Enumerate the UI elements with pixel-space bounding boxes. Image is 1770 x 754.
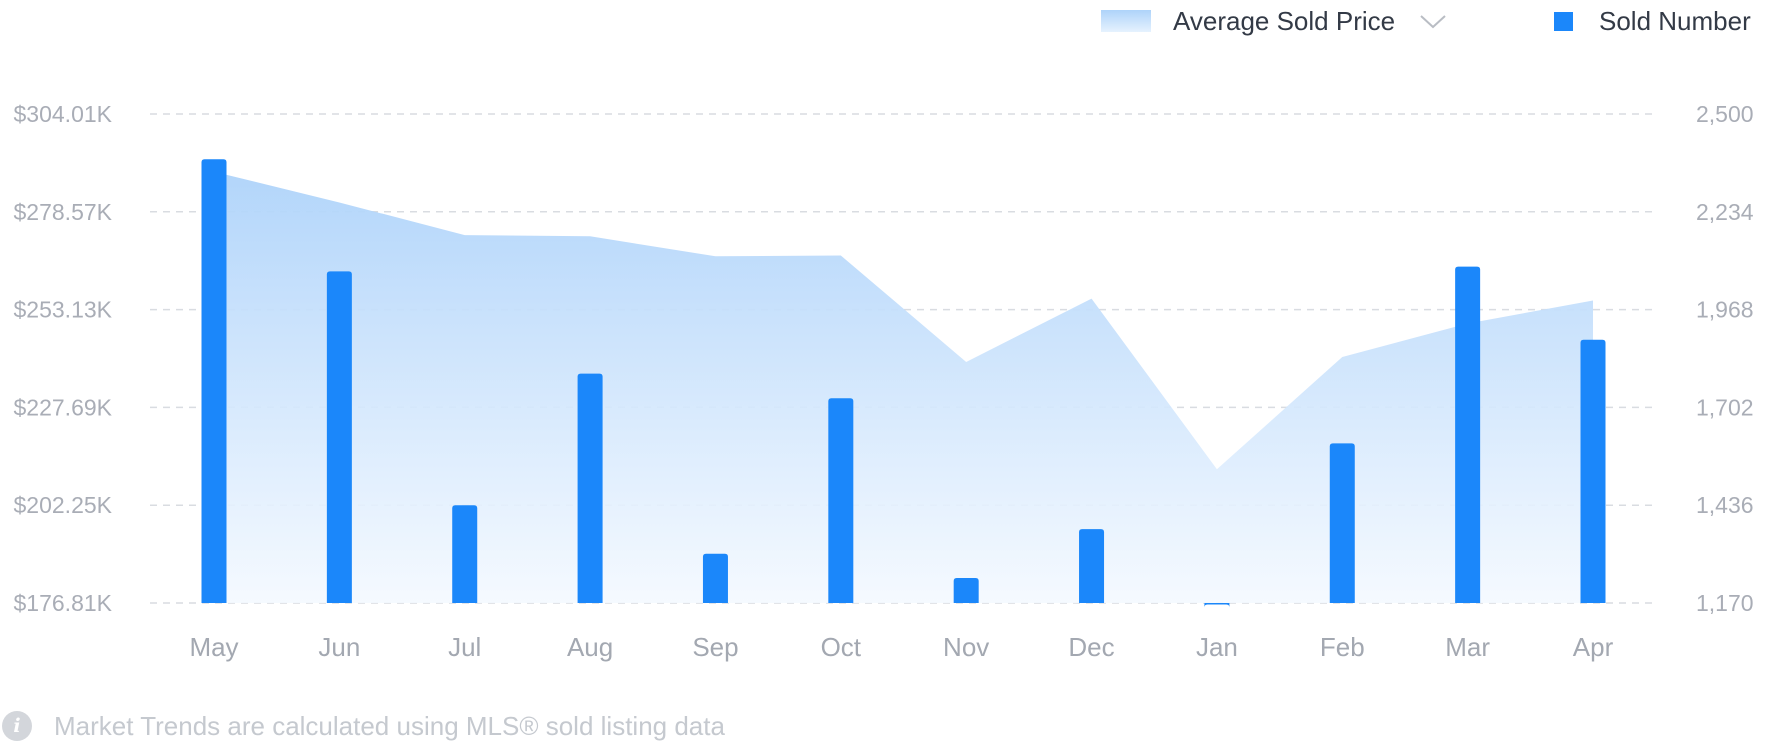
x-tick-label-may: May	[189, 632, 238, 662]
bar-jul[interactable]	[452, 505, 478, 603]
average-sold-price-area-path	[214, 171, 1593, 603]
legend-label-average-sold-price: Average Sold Price	[1173, 5, 1396, 36]
legend-item-sold-number[interactable]: Sold Number	[1554, 6, 1751, 36]
y-axis-right: 2,500 2,234 1,968 1,702 1,436 1,170	[1696, 101, 1754, 616]
bar-may[interactable]	[201, 159, 227, 603]
y-right-tick-label: 1,702	[1696, 394, 1754, 420]
bar-sep[interactable]	[702, 553, 728, 603]
y-left-tick-label: $278.57K	[14, 199, 113, 225]
y-right-tick-label: 1,968	[1696, 297, 1754, 323]
info-icon[interactable]: i	[2, 711, 32, 741]
x-tick-label-jan: Jan	[1196, 632, 1238, 662]
market-trends-chart: $304.01K $278.57K $253.13K $227.69K $202.25K…	[14, 101, 1754, 662]
x-tick-label-jul: Jul	[448, 632, 481, 662]
bar-dec[interactable]	[1079, 529, 1105, 603]
bar-apr[interactable]	[1580, 339, 1606, 603]
bar-jun[interactable]	[326, 271, 352, 603]
x-tick-label-sep: Sep	[692, 632, 738, 662]
bar-mar[interactable]	[1455, 266, 1481, 603]
x-tick-label-oct: Oct	[821, 632, 862, 662]
y-right-tick-label: 2,234	[1696, 199, 1754, 225]
x-axis: May Jun Jul Aug Sep Oct Nov Dec Jan Feb Mar Apr	[189, 632, 1613, 662]
x-tick-label-nov: Nov	[943, 632, 989, 662]
y-left-tick-label: $304.01K	[14, 101, 113, 127]
sold-number-bars	[201, 159, 1606, 608]
bar-nov[interactable]	[953, 577, 979, 603]
y-left-tick-label: $227.69K	[14, 394, 113, 420]
x-tick-label-mar: Mar	[1445, 632, 1490, 662]
x-tick-label-dec: Dec	[1068, 632, 1114, 662]
y-left-tick-label: $202.25K	[14, 492, 113, 518]
footnote: i Market Trends are calculated using MLS…	[2, 710, 725, 742]
y-axis-left: $304.01K $278.57K $253.13K $227.69K $202.25K…	[14, 101, 113, 616]
footnote-text: Market Trends are calculated using MLS® …	[54, 710, 725, 741]
y-right-tick-label: 1,436	[1696, 492, 1754, 518]
x-tick-label-jun: Jun	[318, 632, 360, 662]
x-tick-label-apr: Apr	[1573, 632, 1614, 662]
legend-label-sold-number: Sold Number	[1599, 5, 1751, 36]
bar-aug[interactable]	[577, 373, 603, 603]
chevron-down-icon[interactable]	[1419, 11, 1447, 31]
legend-item-average-sold-price[interactable]: Average Sold Price	[1101, 6, 1447, 36]
x-tick-label-aug: Aug	[567, 632, 613, 662]
bar-oct[interactable]	[828, 398, 854, 603]
y-left-tick-label: $253.13K	[14, 297, 113, 323]
x-tick-label-feb: Feb	[1320, 632, 1365, 662]
average-sold-price-area	[214, 171, 1593, 603]
bar-feb[interactable]	[1329, 443, 1355, 603]
y-right-tick-label: 2,500	[1696, 101, 1754, 127]
area-swatch	[1101, 10, 1151, 32]
y-right-tick-label: 1,170	[1696, 590, 1754, 616]
bar-swatch	[1554, 11, 1573, 31]
bar-jan[interactable]	[1204, 603, 1230, 608]
y-left-tick-label: $176.81K	[14, 590, 113, 616]
chart-legend: Average Sold Price Sold Number	[0, 6, 1770, 36]
